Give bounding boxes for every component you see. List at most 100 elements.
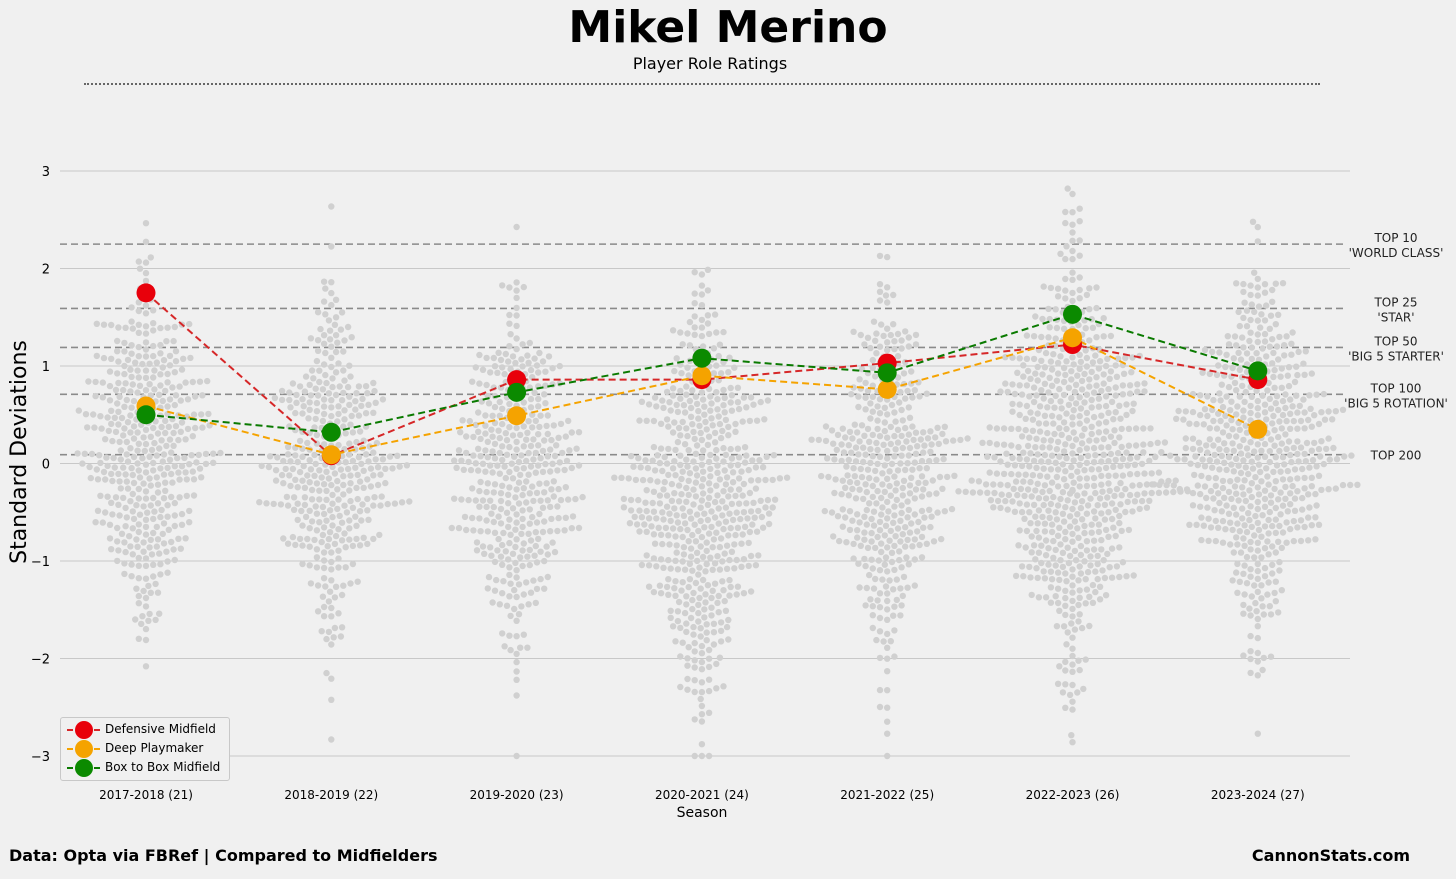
swarm-dot (1201, 483, 1209, 490)
swarm-dot (696, 422, 703, 430)
swarm-dot (1258, 582, 1265, 589)
swarm-dot (678, 475, 685, 483)
swarm-dot (134, 543, 141, 550)
swarm-dot (1247, 439, 1254, 446)
swarm-dot (1261, 545, 1269, 552)
swarm-dot (957, 436, 964, 444)
swarm-dot (106, 382, 114, 390)
swarm-dot (1233, 511, 1240, 518)
swarm-dot (1054, 438, 1062, 446)
swarm-dot (164, 379, 171, 386)
swarm-dot (642, 457, 649, 464)
swarm-dot (1264, 473, 1271, 480)
swarm-dot (535, 442, 542, 449)
swarm-dot (1254, 547, 1262, 554)
swarm-dot (698, 436, 706, 444)
swarm-dot (671, 367, 678, 375)
swarm-dot (292, 452, 299, 459)
swarm-dot (1094, 575, 1101, 583)
swarm-dot (204, 377, 211, 385)
swarm-dot (1012, 572, 1020, 580)
swarm-dot (651, 467, 659, 474)
swarm-dot (1080, 685, 1087, 693)
swarm-dot (1273, 393, 1281, 400)
swarm-dot (356, 428, 364, 435)
swarm-dot (876, 604, 884, 611)
swarm-dot (1126, 382, 1134, 389)
swarm-dot (763, 453, 770, 460)
swarm-dot (182, 436, 189, 443)
swarm-dot (733, 509, 740, 516)
swarm-dot (142, 426, 150, 433)
swarm-dot (325, 535, 333, 543)
swarm-dot (899, 444, 906, 452)
swarm-dot (121, 425, 128, 432)
swarm-dot (1225, 341, 1233, 348)
swarm-dot (1054, 293, 1062, 300)
swarm-dot (1032, 313, 1039, 320)
swarm-dot (1288, 351, 1295, 358)
swarm-dot (513, 438, 520, 446)
swarm-dot (1002, 380, 1009, 387)
swarm-dot (493, 576, 500, 584)
swarm-dot (174, 454, 181, 462)
swarm-dot (1213, 458, 1221, 465)
swarm-dot (1100, 371, 1107, 378)
swarm-dot (1113, 373, 1121, 380)
swarm-dot (491, 363, 499, 370)
swarm-dot (1118, 425, 1125, 433)
swarm-dot (1163, 481, 1170, 489)
swarm-dot (178, 463, 186, 470)
swarm-dot (1087, 562, 1094, 569)
swarm-dot (313, 554, 321, 561)
swarm-dot (893, 496, 900, 504)
swarm-dot (1276, 333, 1283, 341)
swarm-dot (518, 530, 525, 538)
swarm-dot (367, 483, 375, 490)
swarm-dot (861, 341, 868, 348)
swarm-dot (1299, 494, 1306, 502)
swarm-dot (142, 469, 150, 476)
swarm-dot (660, 486, 667, 493)
swarm-dot (497, 490, 505, 497)
swarm-dot (1076, 475, 1083, 482)
swarm-dot (1117, 501, 1124, 508)
swarm-dot (869, 356, 876, 364)
swarm-dot (318, 628, 325, 635)
swarm-dot (998, 491, 1005, 498)
swarm-dot (164, 370, 171, 378)
swarm-dot (513, 567, 520, 574)
swarm-dot (735, 475, 743, 482)
swarm-dot (506, 400, 513, 408)
swarm-dot (117, 485, 125, 492)
swarm-dot (979, 439, 986, 446)
swarm-dot (892, 487, 899, 494)
swarm-dot (1058, 431, 1065, 438)
swarm-dot (850, 540, 857, 548)
swarm-dot (1186, 521, 1193, 528)
swarm-dot (1088, 404, 1095, 411)
swarm-dot (884, 515, 891, 522)
swarm-dot (643, 417, 650, 424)
swarm-dot (1225, 383, 1233, 391)
swarm-dot (1065, 384, 1073, 391)
swarm-dot (1034, 574, 1041, 582)
swarm-dot (135, 440, 142, 447)
swarm-dot (487, 462, 494, 469)
swarm-dot (955, 488, 962, 495)
swarm-dot (367, 465, 375, 472)
swarm-dot (1272, 598, 1280, 605)
swarm-dot (1339, 406, 1347, 413)
swarm-dot (719, 558, 726, 565)
swarm-dot (289, 465, 297, 473)
swarm-dot (1225, 510, 1233, 517)
swarm-dot (307, 466, 315, 473)
swarm-dot (1247, 503, 1254, 510)
swarm-dot (150, 515, 157, 523)
swarm-dot (1255, 461, 1263, 468)
swarm-dot (170, 429, 177, 437)
swarm-dot (1102, 428, 1110, 435)
swarm-dot (1012, 478, 1020, 485)
swarm-dot (745, 562, 752, 570)
swarm-dot (1235, 349, 1242, 356)
